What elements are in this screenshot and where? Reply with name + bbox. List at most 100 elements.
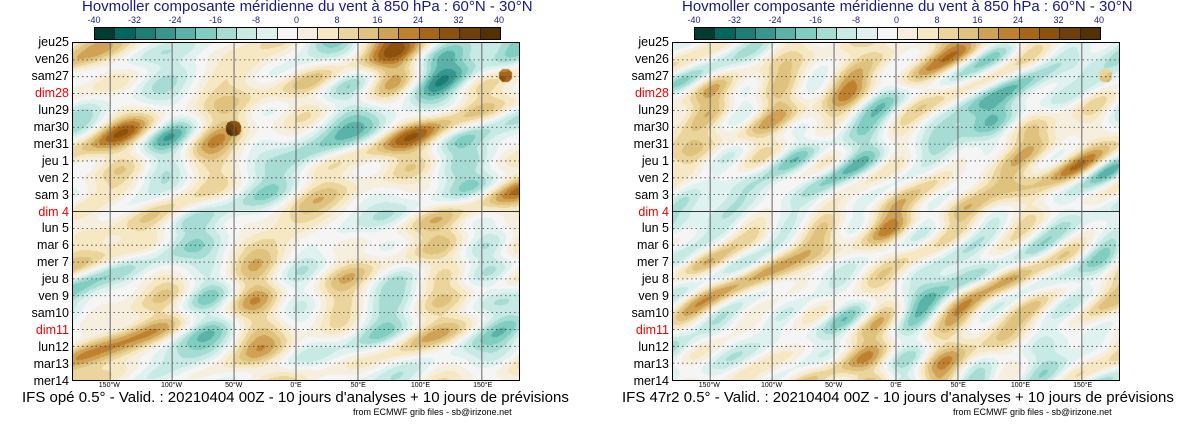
colorbar-tick: 8 (334, 15, 340, 25)
x-tick-label: 50°W (225, 382, 243, 389)
y-tick-label: dim28 (634, 85, 669, 100)
y-tick-label: sam27 (631, 68, 669, 83)
y-tick-label: lun12 (38, 340, 69, 355)
colorbar-swatch (755, 28, 777, 39)
y-tick-label: mar30 (633, 119, 669, 134)
y-tick-label: mar 6 (637, 238, 669, 253)
y-tick-label: sam27 (31, 68, 69, 83)
x-tick-label: 100°E (1010, 382, 1031, 389)
x-tick-label: 0°E (290, 382, 302, 389)
y-tick-label: sam10 (31, 306, 69, 321)
x-tick-label: 50°E (950, 382, 966, 389)
chart-title: Hovmoller composante méridienne du vent … (82, 0, 533, 15)
panel-right: Hovmoller composante méridienne du vent … (600, 0, 1200, 424)
colorbar-swatch (877, 28, 898, 39)
colorbar-swatch (837, 28, 858, 39)
y-tick-label: ven 9 (638, 289, 669, 304)
colorbar-ticks: -40 -32 -24 -16 -8 0 8 16 24 32 40 (87, 15, 504, 26)
y-tick-label: ven26 (34, 51, 69, 66)
hovmoller-plot (672, 42, 1120, 381)
colorbar-swatch (796, 28, 817, 39)
y-tick-label: lun 5 (641, 221, 669, 236)
colorbar-swatch (95, 28, 116, 39)
colorbar-swatch (338, 28, 359, 39)
x-tick-label: 50°E (350, 382, 366, 389)
x-tick-label: 0°E (890, 382, 902, 389)
y-tick-label: dim 4 (638, 204, 669, 219)
x-tick-label: 150°W (698, 382, 720, 389)
colorbar-swatch (237, 28, 258, 39)
colorbar-swatch (715, 28, 736, 39)
y-tick-label: sam10 (631, 306, 669, 321)
y-tick-label: mar13 (33, 357, 69, 372)
y-tick-label: mer 7 (637, 255, 669, 270)
y-tick-label: mer31 (633, 136, 669, 151)
colorbar (94, 27, 501, 40)
y-tick-label: lun29 (38, 102, 69, 117)
y-tick-label: dim11 (35, 323, 69, 338)
chart-title: Hovmoller composante méridienne du vent … (682, 0, 1133, 15)
y-tick-label: jeu 1 (41, 153, 69, 168)
colorbar-swatch (1080, 28, 1100, 39)
colorbar-swatch (857, 28, 878, 39)
colorbar-swatch (257, 28, 278, 39)
colorbar-tick: 24 (412, 15, 424, 25)
colorbar-swatch (1040, 28, 1061, 39)
y-tick-label: ven 2 (38, 170, 69, 185)
y-tick-label: lun12 (638, 340, 669, 355)
colorbar-swatch (776, 28, 797, 39)
colorbar-ticks: -40 -32 -24 -16 -8 0 8 16 24 32 40 (687, 15, 1104, 26)
colorbar-swatch (155, 28, 177, 39)
colorbar-tick: 32 (453, 15, 464, 25)
colorbar-swatch (216, 28, 238, 39)
y-tick-label: mer14 (633, 374, 669, 388)
x-tick-label: 150°E (1073, 382, 1093, 389)
colorbar-tick: 0 (293, 15, 300, 25)
colorbar-tick: 40 (1093, 15, 1105, 25)
y-tick-label: lun29 (638, 102, 669, 117)
grid-lines (673, 43, 1119, 380)
colorbar-swatch (938, 28, 959, 39)
colorbar-swatch (897, 28, 919, 39)
y-tick-label: dim 4 (38, 204, 69, 219)
source-credit: from ECMWF grib files - sb@irizone.net (353, 407, 512, 417)
colorbar-swatch (399, 28, 420, 39)
colorbar-swatch (358, 28, 380, 39)
colorbar (694, 27, 1101, 40)
x-tick-label: 100°E (410, 382, 431, 389)
colorbar-swatch (379, 28, 400, 39)
hovmoller-plot (72, 42, 520, 381)
colorbar-swatch (115, 28, 136, 39)
model-label: IFS 47r2 0.5° - Valid. : 20210404 00Z - … (622, 389, 1174, 406)
y-tick-label: jeu 8 (41, 272, 69, 287)
panel-left: Hovmoller composante méridienne du vent … (22, 0, 569, 417)
colorbar-tick: -40 (687, 15, 701, 25)
colorbar-tick: -8 (251, 15, 261, 25)
y-tick-label: dim28 (34, 85, 69, 100)
y-tick-label: sam 3 (634, 187, 669, 202)
colorbar-swatch (318, 28, 339, 39)
colorbar-tick: 32 (1053, 15, 1064, 25)
colorbar-tick: -24 (768, 15, 782, 25)
y-tick-label: mer14 (33, 374, 69, 388)
y-tick-label: ven26 (634, 51, 669, 66)
colorbar-swatch (999, 28, 1020, 39)
colorbar-tick: -32 (127, 15, 142, 25)
colorbar-tick: -24 (168, 15, 182, 25)
colorbar-swatch (735, 28, 756, 39)
colorbar-swatch (419, 28, 441, 39)
y-tick-label: jeu25 (38, 35, 69, 49)
colorbar-swatch (816, 28, 838, 39)
y-tick-label: jeu 1 (641, 153, 669, 168)
colorbar-swatch (440, 28, 461, 39)
y-tick-label: mar13 (633, 357, 669, 372)
colorbar-tick: 24 (1012, 15, 1024, 25)
colorbar-swatch (918, 28, 939, 39)
y-tick-label: dim11 (635, 323, 669, 338)
x-tick-label: 100°W (161, 382, 183, 389)
colorbar-tick: 0 (893, 15, 900, 25)
y-tick-label: mar 6 (37, 238, 69, 253)
colorbar-tick: -32 (727, 15, 742, 25)
y-tick-label: ven 2 (638, 170, 669, 185)
colorbar-swatch (176, 28, 197, 39)
